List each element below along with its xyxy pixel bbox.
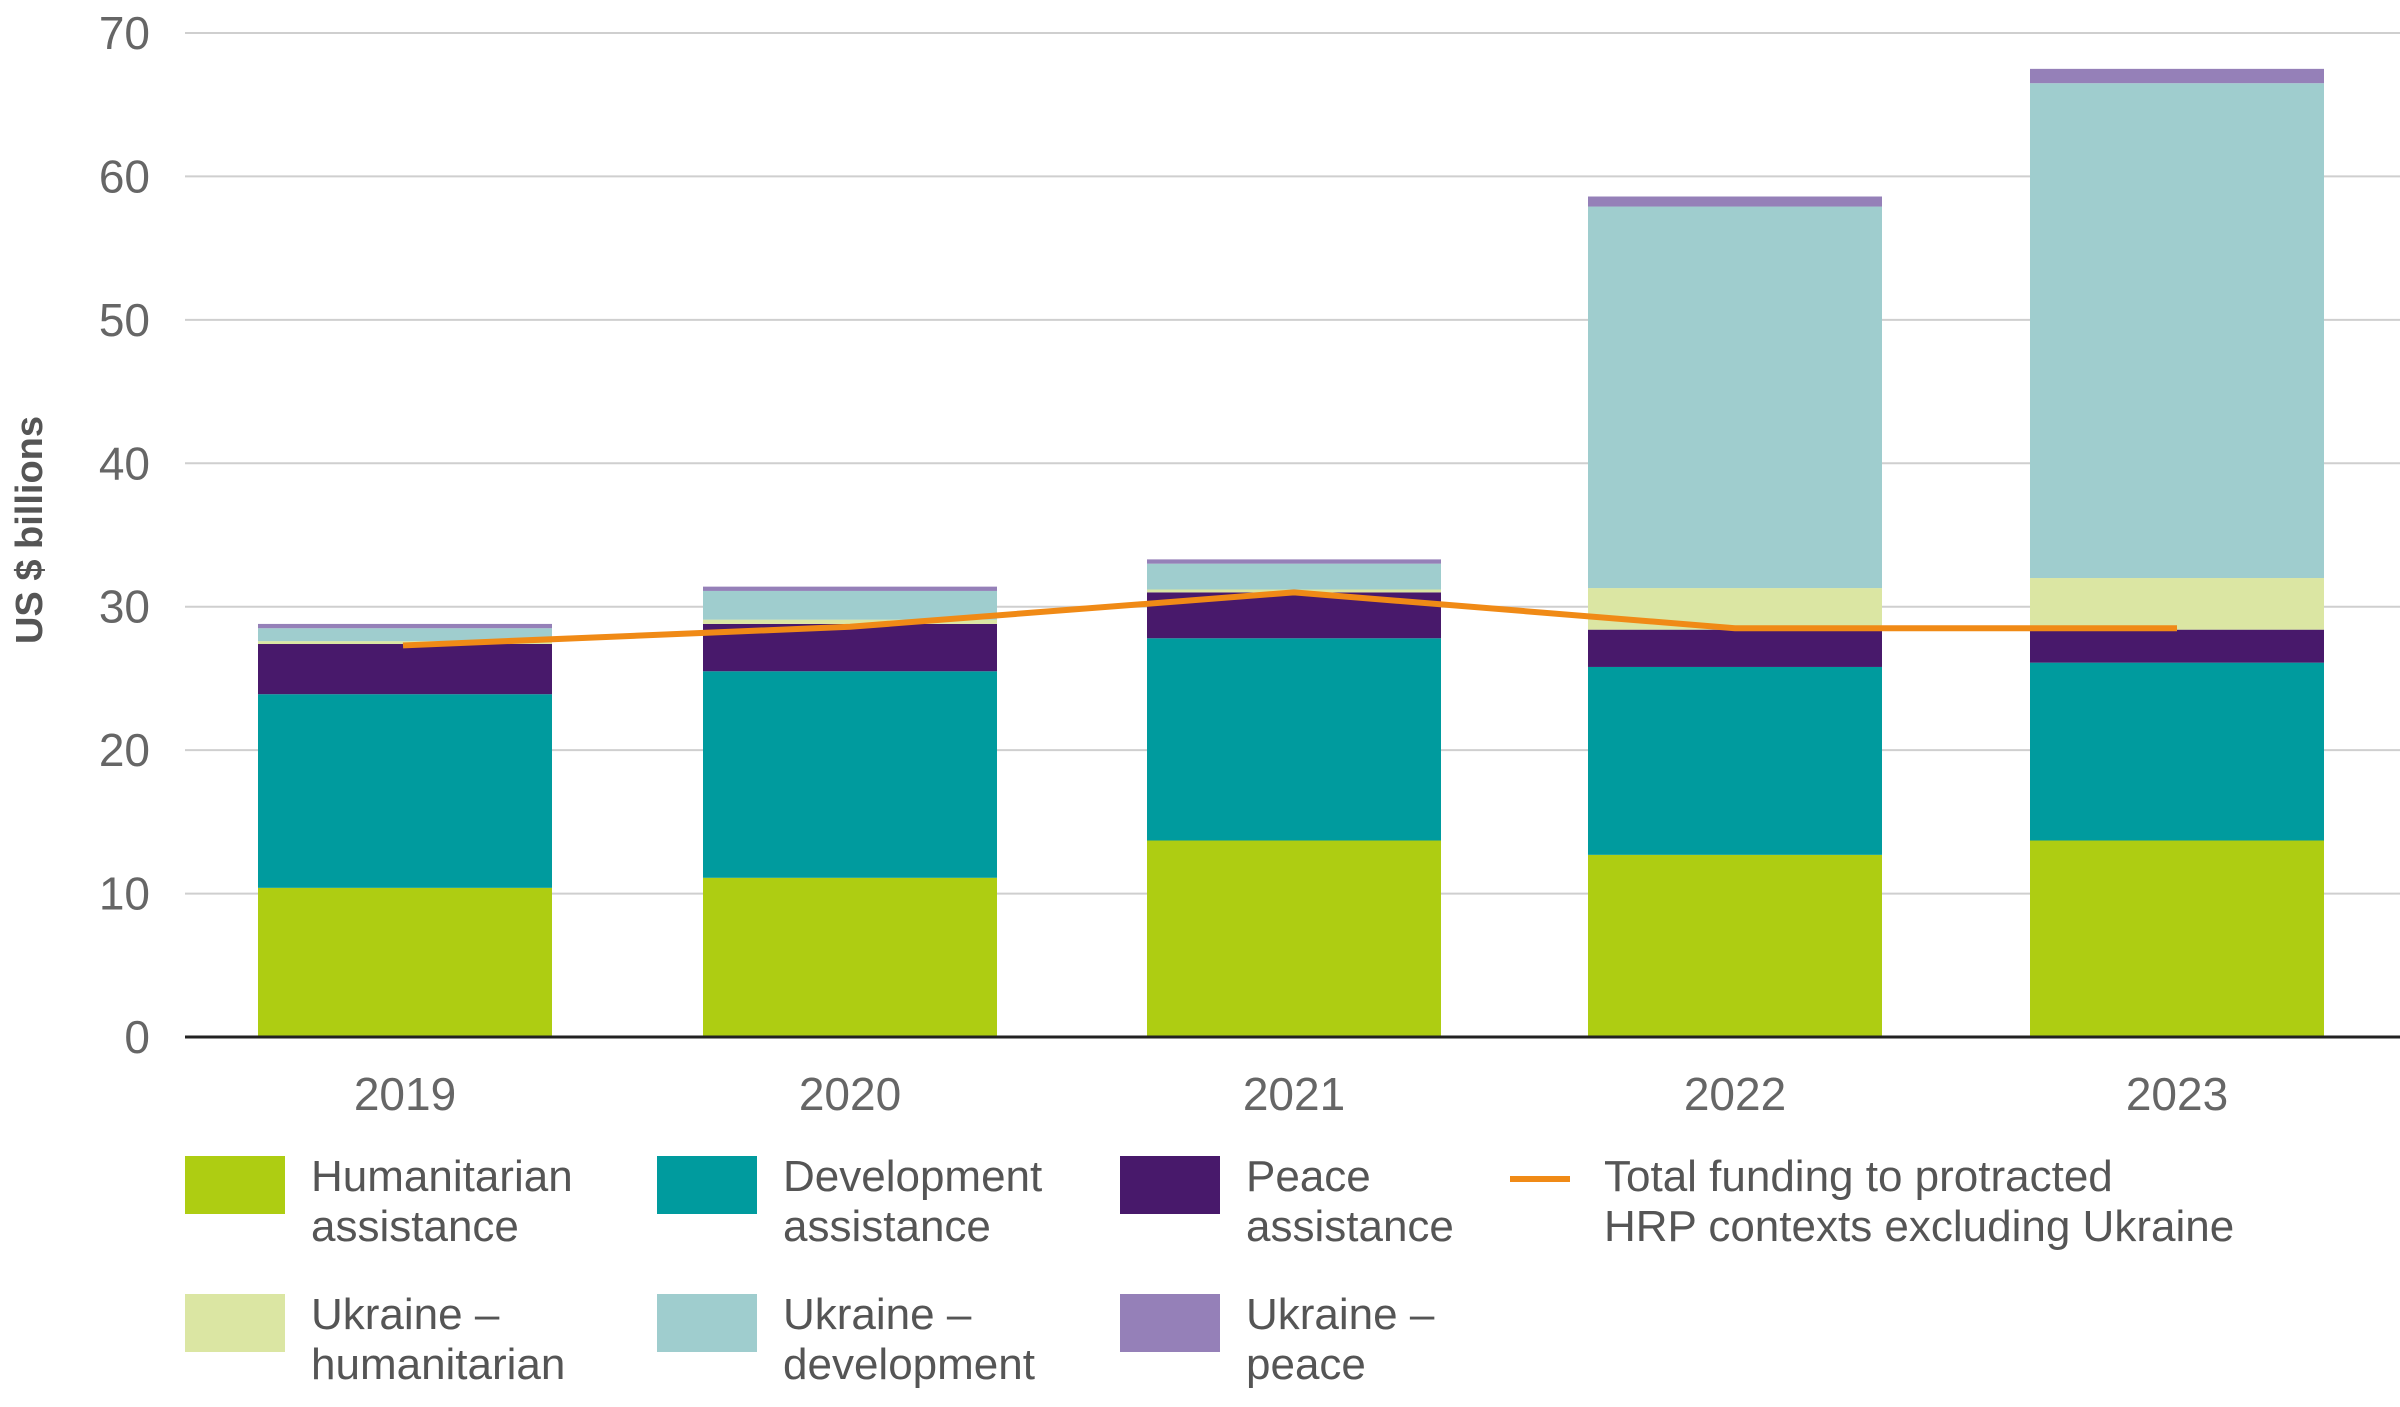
- bar-segment: [703, 586, 997, 591]
- x-tick-label: 2021: [1243, 1068, 1345, 1120]
- bar-segment: [703, 619, 997, 624]
- y-tick-label: 20: [99, 724, 150, 776]
- bar-segment: [2030, 83, 2324, 579]
- bar-segment: [2030, 840, 2324, 1037]
- x-tick-label: 2020: [799, 1068, 901, 1120]
- legend-label: Peace assistance: [1246, 1152, 1454, 1251]
- bar-segment: [258, 628, 552, 642]
- bar-segment: [258, 887, 552, 1037]
- bar-segment: [1147, 559, 1441, 564]
- bar-stack-2022: [1588, 196, 1882, 1037]
- total-funding-line: [402, 589, 2178, 649]
- legend-label: Ukraine – development: [783, 1290, 1035, 1389]
- y-tick-label: 0: [124, 1011, 150, 1063]
- legend-swatch: [185, 1156, 285, 1214]
- x-tick-label: 2023: [2126, 1068, 2228, 1120]
- y-axis-tick-labels: 0 10 20 30 40 50 60 70: [99, 7, 150, 1063]
- legend-label: Ukraine – peace: [1246, 1290, 1435, 1389]
- legend-item: Ukraine – humanitarian: [185, 1290, 565, 1390]
- bar-stack-2019: [258, 623, 552, 1037]
- bar-segment: [703, 877, 997, 1037]
- y-tick-label: 10: [99, 868, 150, 920]
- legend-item: Development assistance: [657, 1152, 1042, 1252]
- legend-item: Ukraine – peace: [1120, 1290, 1434, 1390]
- legend-line-swatch: [1510, 1176, 1570, 1182]
- legend-swatch: [657, 1294, 757, 1352]
- legend-swatch: [1120, 1156, 1220, 1214]
- x-axis-tick-labels: 2019 2020 2021 2022 2023: [354, 1068, 2228, 1120]
- bar-segment: [258, 644, 552, 695]
- legend-item: Peace assistance: [1120, 1152, 1454, 1252]
- bar-segment: [2030, 629, 2324, 663]
- bar-stack-2023: [2030, 68, 2324, 1037]
- bar-segment: [258, 623, 552, 629]
- legend-swatch: [1120, 1294, 1220, 1352]
- legend-item: Ukraine – development: [657, 1290, 1035, 1390]
- bar-segment: [1588, 588, 1882, 630]
- bar-segment: [703, 671, 997, 878]
- bar-stack-2020: [703, 586, 997, 1037]
- x-tick-label: 2022: [1684, 1068, 1786, 1120]
- bar-segment: [703, 590, 997, 620]
- legend: Humanitarian assistance Development assista…: [185, 1152, 2385, 1402]
- bar-segment: [1588, 854, 1882, 1037]
- y-axis-label: US $ billions: [9, 416, 51, 644]
- legend-swatch: [657, 1156, 757, 1214]
- bar-segment: [2030, 68, 2324, 84]
- y-tick-label: 40: [99, 437, 150, 489]
- bar-segment: [2030, 662, 2324, 841]
- legend-item-line: Total funding to protracted HRP contexts …: [1490, 1152, 2234, 1252]
- legend-label: Development assistance: [783, 1152, 1043, 1251]
- x-tick-label: 2019: [354, 1068, 456, 1120]
- y-tick-label: 30: [99, 581, 150, 633]
- legend-label: Humanitarian assistance: [311, 1152, 573, 1251]
- bar-segment: [1588, 206, 1882, 589]
- legend-label: Total funding to protracted HRP contexts …: [1604, 1152, 2235, 1251]
- y-tick-label: 60: [99, 150, 150, 202]
- legend-label: Ukraine – humanitarian: [311, 1290, 566, 1389]
- bar-segment: [1147, 563, 1441, 590]
- bar-stack-2021: [1147, 559, 1441, 1037]
- bar-segment: [1588, 196, 1882, 207]
- bar-segment: [1588, 666, 1882, 855]
- bar-segment: [1588, 629, 1882, 667]
- bar-segment: [1147, 638, 1441, 841]
- bar-segment: [2030, 578, 2324, 630]
- y-tick-label: 50: [99, 294, 150, 346]
- bar-segment: [1147, 840, 1441, 1037]
- y-tick-label: 70: [99, 7, 150, 59]
- bar-stacks: [258, 68, 2324, 1037]
- bar-segment: [258, 694, 552, 888]
- legend-item: Humanitarian assistance: [185, 1152, 573, 1252]
- legend-swatch: [185, 1294, 285, 1352]
